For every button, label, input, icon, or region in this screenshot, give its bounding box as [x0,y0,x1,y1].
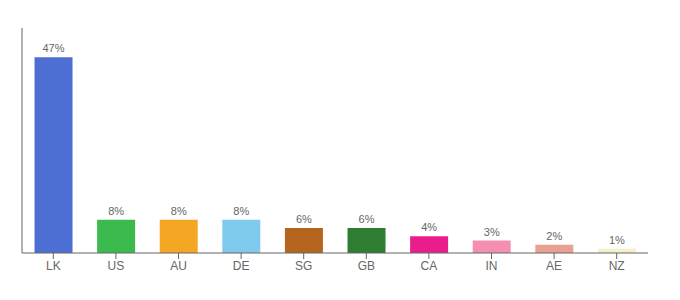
svg-text:8%: 8% [108,205,124,217]
svg-text:1%: 1% [609,234,625,246]
svg-text:DE: DE [233,259,250,273]
svg-text:2%: 2% [546,230,562,242]
svg-text:US: US [108,259,125,273]
svg-text:3%: 3% [484,226,500,238]
svg-text:SG: SG [295,259,312,273]
svg-text:GB: GB [358,259,375,273]
svg-text:CA: CA [421,259,438,273]
svg-text:8%: 8% [171,205,187,217]
svg-text:LK: LK [46,259,61,273]
svg-text:IN: IN [486,259,498,273]
svg-text:47%: 47% [43,42,65,54]
svg-text:6%: 6% [296,213,312,225]
svg-text:6%: 6% [359,213,375,225]
svg-text:NZ: NZ [609,259,625,273]
svg-text:AE: AE [546,259,562,273]
svg-text:AU: AU [170,259,187,273]
svg-text:4%: 4% [421,221,437,233]
svg-text:8%: 8% [233,205,249,217]
